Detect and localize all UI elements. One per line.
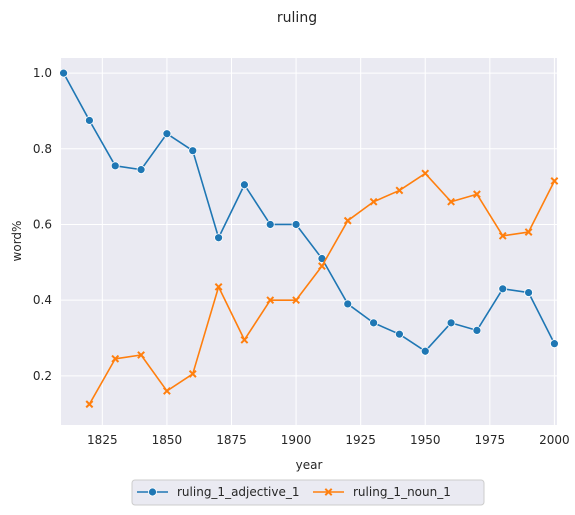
data-point-stroke-b [447, 197, 455, 206]
data-point [85, 116, 94, 125]
data-point-stroke-b [550, 177, 559, 185]
data-point [162, 129, 172, 139]
y-tick-label: 0.6 [33, 217, 52, 231]
x-axis-label: year [296, 458, 323, 472]
x-tick-label: 1975 [475, 433, 506, 447]
data-point [446, 318, 456, 328]
data-point-stroke-b [369, 197, 378, 206]
chart-title: ruling [277, 10, 317, 26]
legend-entry: ruling_1_noun_1 [313, 485, 451, 499]
data-point [447, 197, 455, 206]
data-point [343, 216, 352, 225]
y-tick-label: 0.2 [33, 369, 52, 383]
y-tick-labels: 0.2 0.4 0.6 0.8 1.0 [33, 66, 52, 383]
data-point [240, 180, 249, 190]
data-point [188, 370, 197, 378]
y-axis-label: word% [10, 221, 24, 262]
data-point [498, 284, 508, 294]
data-point-stroke-b [214, 282, 223, 291]
data-point-stroke-b [240, 335, 249, 344]
legend-box [131, 479, 485, 506]
data-point-stroke-b [524, 228, 533, 236]
data-point [163, 387, 171, 395]
data-point [85, 400, 94, 409]
data-point-stroke-b [188, 370, 197, 378]
data-point [369, 197, 378, 206]
data-point [265, 220, 275, 229]
legend: ruling_1_adjective_1 ruling_1_noun_1 [131, 479, 485, 506]
data-point-stroke-b [266, 296, 275, 305]
legend-marker [148, 487, 157, 497]
data-point [498, 231, 507, 240]
data-point-stroke-b [318, 262, 326, 270]
data-point [137, 351, 145, 359]
x-tick-label: 1850 [152, 433, 183, 447]
y-tick-label: 0.4 [33, 293, 52, 307]
x-tick-label: 1900 [281, 433, 312, 447]
data-point [136, 165, 146, 175]
data-point-stroke-b [292, 296, 300, 305]
x-tick-label: 1825 [87, 433, 118, 447]
data-point-stroke-b [163, 387, 171, 395]
data-point [111, 354, 120, 363]
legend-label: ruling_1_adjective_1 [177, 485, 300, 499]
data-point-stroke-b [395, 186, 404, 195]
data-point-stroke-b [421, 169, 430, 178]
x-tick-label: 2000 [539, 433, 570, 447]
data-point [214, 233, 223, 243]
data-point [395, 329, 404, 339]
y-tick-label: 1.0 [33, 66, 52, 80]
data-point [110, 161, 120, 171]
data-point [524, 288, 533, 297]
data-point [266, 296, 275, 305]
x-tick-labels: 1825 1850 1875 1900 1925 1950 1975 2000 [87, 433, 570, 447]
grid-lines [61, 58, 557, 425]
data-point [291, 220, 301, 229]
data-point-stroke-b [111, 354, 120, 363]
series-line [62, 72, 556, 353]
data-point [369, 318, 378, 328]
data-point [420, 346, 430, 356]
legend-entry: ruling_1_adjective_1 [137, 485, 300, 499]
data-point [395, 186, 404, 195]
y-tick-label: 0.8 [33, 142, 52, 156]
x-tick-label: 1950 [410, 433, 441, 447]
data-point [214, 282, 223, 291]
data-point-stroke-b [137, 351, 145, 359]
series-ruling_1_adjective_1 [59, 68, 559, 356]
data-point [472, 326, 482, 335]
data-point [292, 296, 300, 305]
legend-marker-stroke-b [324, 488, 333, 496]
series-ruling_1_noun_1 [85, 169, 559, 409]
data-point-stroke-b [498, 231, 507, 240]
data-point-stroke-b [473, 190, 481, 199]
data-point [188, 146, 198, 156]
series-layer [59, 68, 559, 409]
x-tick-label: 1875 [216, 433, 247, 447]
data-point [240, 335, 249, 344]
data-point-stroke-b [85, 400, 94, 409]
data-point [421, 169, 430, 178]
data-point [550, 177, 559, 185]
data-point [550, 339, 559, 349]
x-tick-label: 1925 [345, 433, 376, 447]
data-point [318, 262, 326, 270]
legend-marker [324, 488, 333, 496]
data-point [524, 228, 533, 236]
data-point [473, 190, 481, 199]
data-point-stroke-b [343, 216, 352, 225]
data-point [343, 299, 353, 309]
legend-label: ruling_1_noun_1 [353, 485, 451, 499]
data-point [59, 68, 68, 78]
